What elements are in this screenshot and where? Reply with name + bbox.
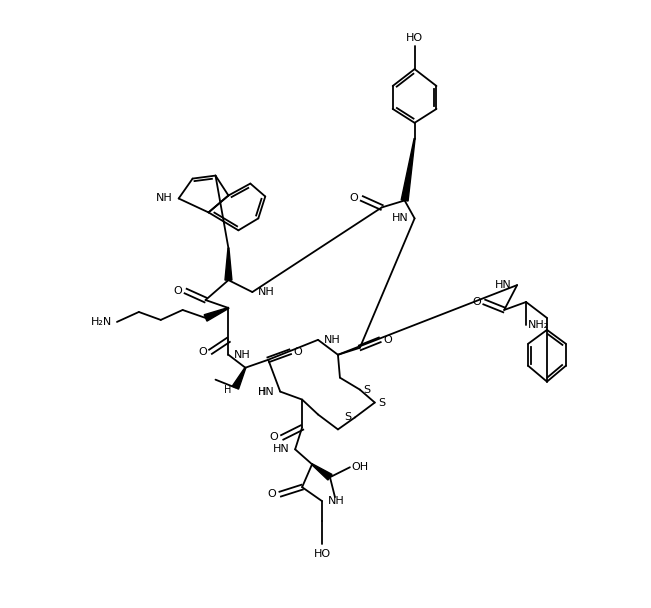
Text: H₂N: H₂N [90,317,112,327]
Text: S: S [378,398,385,407]
Text: O: O [350,193,358,204]
Text: HN: HN [258,387,275,396]
Text: HN: HN [393,213,409,223]
Text: NH: NH [156,193,173,204]
Text: HN: HN [273,444,290,454]
Polygon shape [312,464,332,480]
Text: NH: NH [258,287,275,297]
Text: O: O [198,347,207,357]
Text: O: O [173,286,182,296]
Text: NH: NH [327,496,344,506]
Text: O: O [472,297,480,307]
Text: H: H [258,387,265,396]
Polygon shape [204,308,229,321]
Text: O: O [270,432,279,443]
Text: NH₂: NH₂ [527,320,549,330]
Polygon shape [401,139,415,201]
Polygon shape [225,248,232,280]
Text: OH: OH [352,462,368,472]
Text: O: O [294,347,303,357]
Text: O: O [383,335,392,345]
Text: HO: HO [313,549,331,559]
Text: HO: HO [406,33,423,43]
Text: S: S [344,412,352,423]
Text: NH: NH [234,350,251,360]
Text: S: S [363,385,370,395]
Text: H: H [224,385,231,395]
Polygon shape [232,367,246,389]
Text: HN: HN [495,280,512,290]
Text: NH: NH [324,335,340,345]
Text: O: O [268,489,277,499]
